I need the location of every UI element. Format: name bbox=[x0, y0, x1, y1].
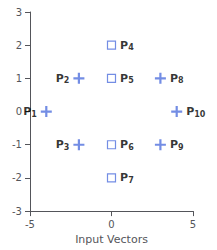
svg-text:P: P bbox=[56, 138, 64, 151]
svg-text:-1: -1 bbox=[12, 139, 22, 150]
svg-text:1: 1 bbox=[16, 73, 22, 84]
svg-text:1: 1 bbox=[31, 110, 37, 119]
svg-text:0: 0 bbox=[16, 106, 22, 117]
svg-text:P: P bbox=[120, 72, 128, 85]
svg-text:9: 9 bbox=[178, 143, 184, 152]
svg-text:6: 6 bbox=[128, 143, 134, 152]
svg-text:2: 2 bbox=[16, 40, 22, 51]
svg-text:10: 10 bbox=[194, 110, 206, 119]
svg-text:5: 5 bbox=[190, 219, 196, 230]
svg-text:P: P bbox=[120, 39, 128, 52]
svg-text:P: P bbox=[56, 72, 64, 85]
svg-text:P: P bbox=[170, 72, 178, 85]
svg-text:P: P bbox=[170, 138, 178, 151]
svg-text:8: 8 bbox=[178, 76, 184, 85]
svg-text:-2: -2 bbox=[12, 172, 22, 183]
svg-text:0: 0 bbox=[108, 219, 114, 230]
svg-text:P: P bbox=[120, 171, 128, 184]
svg-text:3: 3 bbox=[64, 143, 70, 152]
svg-text:P: P bbox=[186, 105, 194, 118]
svg-text:-5: -5 bbox=[25, 219, 35, 230]
svg-text:7: 7 bbox=[128, 176, 134, 185]
svg-text:-3: -3 bbox=[12, 206, 22, 217]
svg-text:5: 5 bbox=[128, 76, 134, 85]
svg-text:2: 2 bbox=[64, 76, 70, 85]
svg-text:P: P bbox=[23, 105, 31, 118]
svg-text:Input Vectors: Input Vectors bbox=[75, 233, 148, 246]
svg-text:P: P bbox=[120, 138, 128, 151]
svg-text:3: 3 bbox=[16, 7, 22, 18]
svg-text:4: 4 bbox=[128, 43, 134, 52]
